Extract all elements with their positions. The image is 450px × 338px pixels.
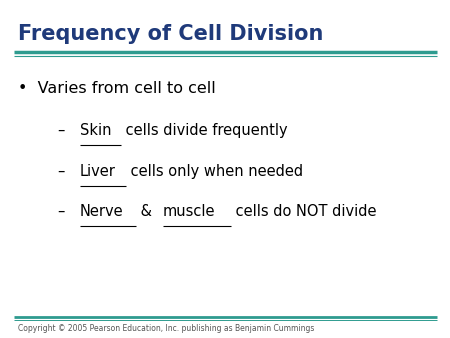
Text: Liver: Liver bbox=[80, 164, 116, 179]
Text: –: – bbox=[58, 164, 75, 179]
Text: Skin: Skin bbox=[80, 123, 112, 138]
Text: –: – bbox=[58, 123, 75, 138]
Text: &: & bbox=[136, 204, 157, 219]
Text: cells do NOT divide: cells do NOT divide bbox=[230, 204, 376, 219]
Text: muscle: muscle bbox=[163, 204, 216, 219]
Text: cells divide frequently: cells divide frequently bbox=[121, 123, 287, 138]
Text: •  Varies from cell to cell: • Varies from cell to cell bbox=[18, 81, 216, 96]
Text: Copyright © 2005 Pearson Education, Inc. publishing as Benjamin Cummings: Copyright © 2005 Pearson Education, Inc.… bbox=[18, 324, 315, 333]
Text: cells only when needed: cells only when needed bbox=[126, 164, 303, 179]
Text: –: – bbox=[58, 204, 75, 219]
Text: Nerve: Nerve bbox=[80, 204, 124, 219]
Text: Frequency of Cell Division: Frequency of Cell Division bbox=[18, 24, 324, 44]
